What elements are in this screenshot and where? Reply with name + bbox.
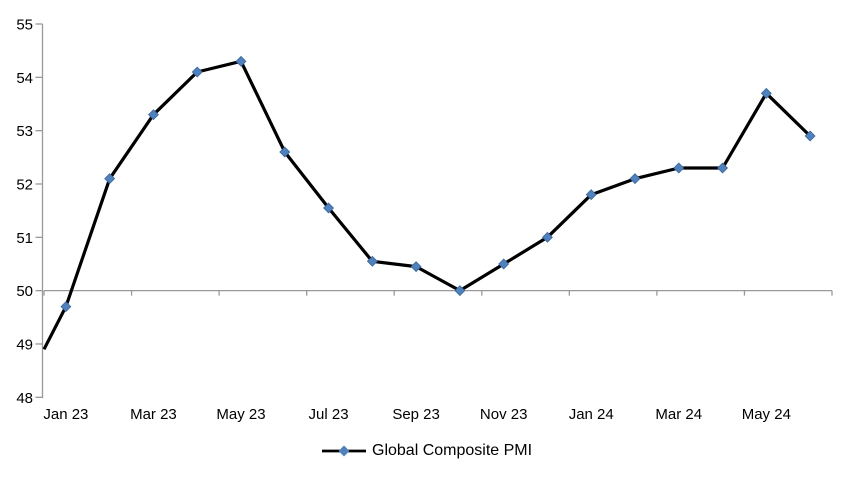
y-tick-label: 55 — [16, 17, 33, 34]
pmi-marker — [585, 189, 597, 201]
pmi-marker — [673, 162, 685, 174]
pmi-marker — [760, 87, 772, 99]
x-tick-label: Jan 23 — [43, 406, 88, 423]
x-tick-label: May 24 — [742, 406, 791, 423]
x-tick-label: Mar 24 — [655, 406, 702, 423]
pmi-marker — [410, 261, 422, 273]
x-tick-label: May 23 — [216, 406, 265, 423]
x-tick-label: Sep 23 — [392, 406, 440, 423]
legend-line-marker-icon — [322, 445, 366, 457]
pmi-marker — [147, 109, 159, 121]
x-tick-label: Nov 23 — [480, 406, 528, 423]
pmi-series-line — [42, 59, 812, 351]
chart-legend: Global Composite PMI — [321, 442, 532, 460]
y-tick-label: 52 — [16, 176, 33, 193]
y-tick-label: 50 — [16, 283, 33, 300]
y-tick-label: 48 — [16, 390, 33, 407]
pmi-marker — [60, 301, 72, 313]
pmi-marker — [104, 173, 116, 185]
y-tick-label: 53 — [16, 123, 33, 140]
pmi-marker — [541, 231, 553, 243]
pmi-marker — [454, 285, 466, 297]
y-tick-label: 54 — [16, 70, 33, 87]
pmi-marker — [498, 258, 510, 270]
legend-label: Global Composite PMI — [372, 442, 533, 459]
y-tick-label: 49 — [16, 336, 33, 353]
legend-diamond-icon — [338, 445, 350, 457]
x-tick-label: Jan 24 — [569, 406, 614, 423]
pmi-marker — [279, 146, 291, 158]
x-tick-label: Jul 23 — [309, 406, 349, 423]
pmi-marker — [235, 55, 247, 67]
pmi-marker — [717, 162, 729, 174]
y-tick-label: 51 — [16, 230, 33, 247]
pmi-marker — [629, 173, 641, 185]
pmi-marker — [323, 202, 335, 214]
pmi-marker — [804, 130, 816, 142]
x-tick-label: Mar 23 — [130, 406, 177, 423]
pmi-marker — [366, 255, 378, 267]
pmi-marker — [191, 66, 203, 78]
